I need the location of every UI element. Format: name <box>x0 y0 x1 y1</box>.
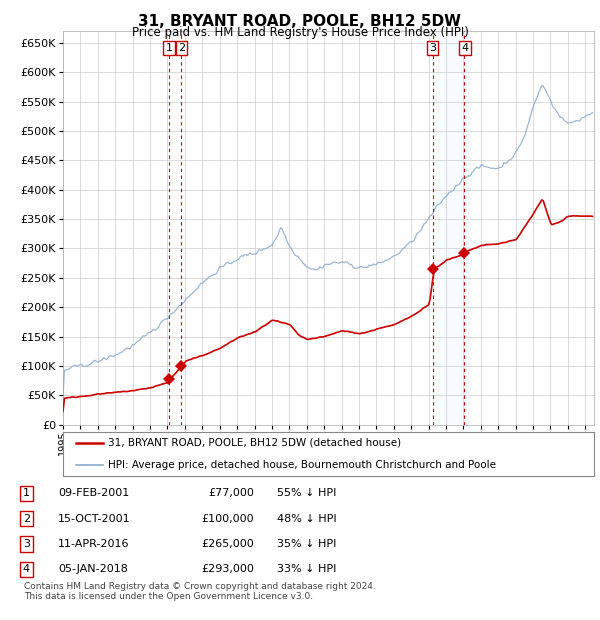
Text: 05-JAN-2018: 05-JAN-2018 <box>58 564 128 574</box>
Text: 31, BRYANT ROAD, POOLE, BH12 5DW (detached house): 31, BRYANT ROAD, POOLE, BH12 5DW (detach… <box>108 438 401 448</box>
Text: 3: 3 <box>23 539 30 549</box>
Text: 09-FEB-2001: 09-FEB-2001 <box>58 489 130 498</box>
Text: 48% ↓ HPI: 48% ↓ HPI <box>277 514 337 524</box>
Text: 2: 2 <box>178 43 185 53</box>
Bar <box>433 31 464 425</box>
Text: 1: 1 <box>166 43 172 53</box>
Text: £293,000: £293,000 <box>201 564 254 574</box>
Text: 3: 3 <box>429 43 436 53</box>
Text: Price paid vs. HM Land Registry's House Price Index (HPI): Price paid vs. HM Land Registry's House … <box>131 26 469 39</box>
Text: 4: 4 <box>23 564 30 574</box>
Text: Contains HM Land Registry data © Crown copyright and database right 2024.
This d: Contains HM Land Registry data © Crown c… <box>24 582 376 601</box>
Text: 55% ↓ HPI: 55% ↓ HPI <box>277 489 337 498</box>
Text: 31, BRYANT ROAD, POOLE, BH12 5DW: 31, BRYANT ROAD, POOLE, BH12 5DW <box>139 14 461 29</box>
Text: 4: 4 <box>461 43 469 53</box>
Text: 33% ↓ HPI: 33% ↓ HPI <box>277 564 337 574</box>
Text: 11-APR-2016: 11-APR-2016 <box>58 539 130 549</box>
Text: £100,000: £100,000 <box>201 514 254 524</box>
Text: HPI: Average price, detached house, Bournemouth Christchurch and Poole: HPI: Average price, detached house, Bour… <box>108 460 496 470</box>
Text: 15-OCT-2001: 15-OCT-2001 <box>58 514 131 524</box>
Text: 35% ↓ HPI: 35% ↓ HPI <box>277 539 337 549</box>
Text: £77,000: £77,000 <box>208 489 254 498</box>
Text: 2: 2 <box>23 514 30 524</box>
Text: 1: 1 <box>23 489 30 498</box>
Text: £265,000: £265,000 <box>201 539 254 549</box>
